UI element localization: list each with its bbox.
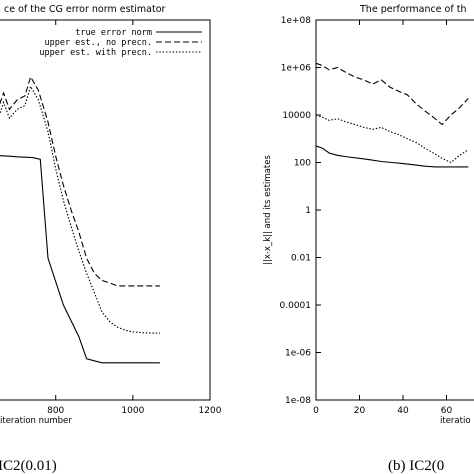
- left-panel: ce of the CG error norm estimator6008001…: [0, 4, 222, 474]
- chart-title: The performance of th: [359, 4, 466, 15]
- x-tick-label: 0: [313, 406, 319, 416]
- series-line-solid: [0, 155, 160, 364]
- figure-caption: IC2(0.01): [0, 458, 57, 474]
- x-tick-label: 60: [441, 406, 453, 416]
- x-tick-label: 1000: [121, 406, 144, 416]
- x-tick-label: 800: [47, 406, 64, 416]
- x-tick-label: 1200: [199, 406, 222, 416]
- right-panel: The performance of th0 20 40 601e+081e+0610…: [263, 4, 474, 474]
- x-tick-label: 20: [354, 406, 366, 416]
- plot-frame: [315, 19, 474, 401]
- y-tick-label: 1e+06: [281, 64, 312, 74]
- series-line-long-dash: [316, 62, 469, 126]
- series-line-long-dash: [0, 75, 160, 287]
- y-tick-label: 1e+08: [281, 16, 312, 26]
- y-axis-label: ||x-x_k|| and its estimates: [263, 155, 273, 265]
- series-line-solid: [316, 145, 469, 168]
- legend-label: true error norm: [75, 28, 152, 38]
- legend-label: upper est. with precn.: [39, 48, 152, 58]
- series-line-dotted: [0, 85, 160, 334]
- legend-label: upper est., no precn.: [45, 38, 152, 48]
- y-tick-label: 1: [305, 206, 311, 216]
- plot-frame: [0, 19, 211, 401]
- y-tick-label: 100: [294, 159, 311, 169]
- y-tick-label: 10000: [282, 111, 311, 121]
- y-tick-label: 1e-08: [285, 396, 311, 406]
- figure-caption: (b) IC2(0: [388, 458, 444, 474]
- y-tick-label: 0.0001: [280, 301, 312, 311]
- x-axis-label: iteratio: [440, 416, 471, 426]
- y-tick-label: 1e-06: [285, 349, 311, 359]
- y-tick-label: 0.01: [291, 254, 311, 264]
- x-axis-label: iteration number: [0, 416, 72, 426]
- series-line-dotted: [316, 114, 469, 164]
- x-tick-label: 40: [397, 406, 409, 416]
- chart-title: ce of the CG error norm estimator: [4, 4, 166, 15]
